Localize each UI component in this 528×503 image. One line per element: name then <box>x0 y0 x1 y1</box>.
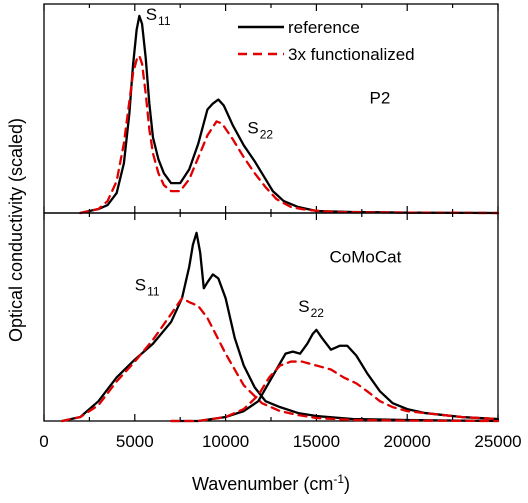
x-axis-label-main: Wavenumber (cm <box>192 474 333 494</box>
peak-annotation-subscript: 22 <box>260 127 274 141</box>
peak-annotation-s22: S22 <box>298 297 324 320</box>
legend: reference 3x functionalized <box>238 18 415 64</box>
legend-label-3x-functionalized: 3x functionalized <box>288 45 415 64</box>
x-tick-label: 20000 <box>384 432 431 451</box>
series-line-3x-functionalized-comocat <box>169 360 500 423</box>
peak-annotation-s22: S22 <box>247 118 273 141</box>
x-tick-label: 0 <box>39 432 48 451</box>
series-line-3x-functionalized-p2 <box>79 54 500 215</box>
x-tick-label: 15000 <box>293 432 340 451</box>
x-tick-label: 5000 <box>116 432 154 451</box>
peak-annotation-s11: S11 <box>146 5 171 28</box>
peak-annotation-base: S <box>135 275 146 294</box>
peak-annotation-base: S <box>247 118 258 137</box>
x-tick-label: 25000 <box>474 432 521 451</box>
panel-frame-p2 <box>43 3 499 214</box>
peak-annotation-subscript: 22 <box>311 306 325 320</box>
peak-annotation-subscript: 11 <box>158 14 171 28</box>
peak-annotation-s11: S11 <box>135 275 160 298</box>
x-tick-label: 10000 <box>202 432 249 451</box>
peak-annotation-base: S <box>146 5 157 24</box>
x-axis-label-close: ) <box>344 474 350 494</box>
x-axis-label: Wavenumber (cm-1) <box>192 472 350 494</box>
x-axis-label-superscript: -1 <box>333 472 344 486</box>
panel-label-p2: P2 <box>370 89 391 108</box>
series-line-reference-comocat <box>169 328 500 423</box>
legend-label-reference: reference <box>288 18 360 37</box>
panel-frame-comocat <box>43 212 499 422</box>
series-line-3x-functionalized-comocat <box>61 297 500 423</box>
peak-annotation-base: S <box>298 297 309 316</box>
x-axis: 0 5000 10000 15000 20000 25000 <box>39 432 521 451</box>
series-line-reference-comocat <box>61 231 500 423</box>
panel-label-comocat: CoMoCat <box>330 248 402 267</box>
peak-annotation-subscript: 11 <box>147 284 160 298</box>
y-axis-label: Optical conductivity (scaled) <box>6 118 26 342</box>
